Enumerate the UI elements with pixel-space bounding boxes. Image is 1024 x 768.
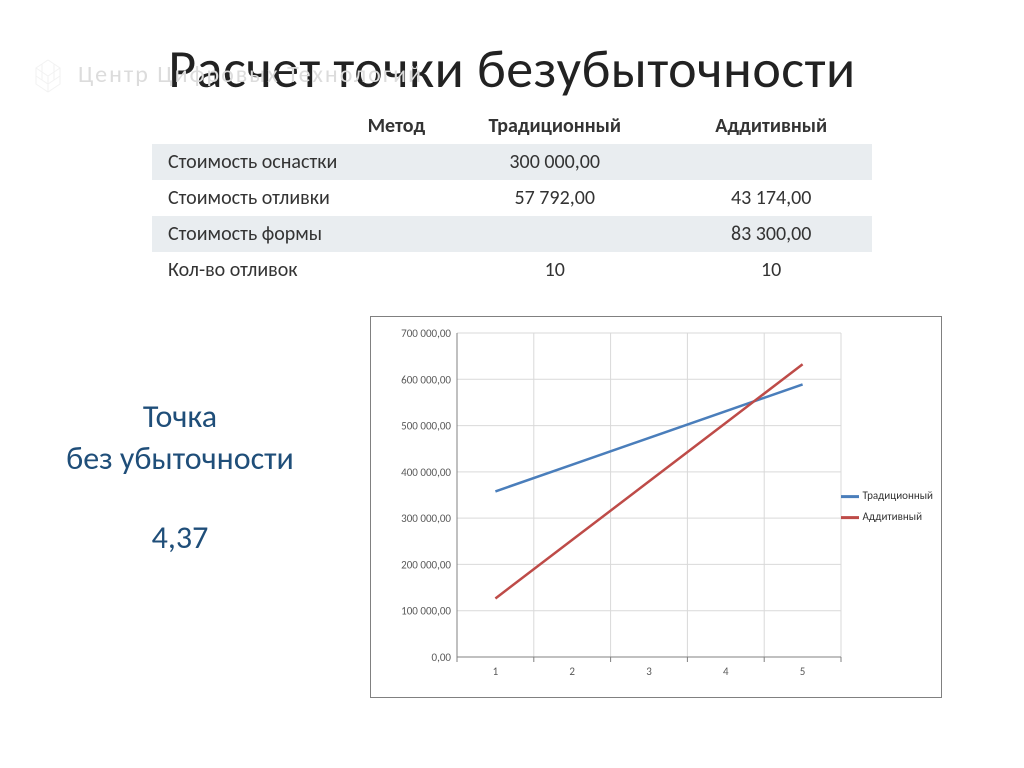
svg-text:0,00: 0,00 xyxy=(432,651,452,664)
svg-text:100 000,00: 100 000,00 xyxy=(401,605,451,618)
svg-text:3: 3 xyxy=(646,665,652,678)
cell-traditional: 300 000,00 xyxy=(439,144,670,180)
table-header-row: Метод Традиционный Аддитивный xyxy=(152,108,872,144)
row-label: Кол-во отливок xyxy=(152,252,439,288)
row-label: Стоимость формы xyxy=(152,216,439,252)
legend-swatch xyxy=(841,516,859,519)
chart-legend: ТрадиционныйАддитивный xyxy=(841,486,933,528)
cell-traditional: 10 xyxy=(439,252,670,288)
svg-text:4: 4 xyxy=(723,665,729,678)
cost-table: Метод Традиционный Аддитивный Стоимость … xyxy=(152,108,872,288)
legend-label: Аддитивный xyxy=(863,507,922,528)
row-label: Стоимость отливки xyxy=(152,180,439,216)
legend-item: Аддитивный xyxy=(841,507,933,528)
legend-label: Традиционный xyxy=(863,486,933,507)
page-title: Расчет точки безубыточности xyxy=(0,36,1024,102)
cell-additive: 10 xyxy=(670,252,872,288)
legend-item: Традиционный xyxy=(841,486,933,507)
breakeven-caption: Точка без убыточности 4,37 xyxy=(0,316,360,559)
svg-text:300 000,00: 300 000,00 xyxy=(401,512,451,525)
svg-text:700 000,00: 700 000,00 xyxy=(401,327,451,340)
line-chart: 0,00 100 000,00 200 000,00 300 000,00 400 00… xyxy=(370,316,942,698)
row-label: Стоимость оснастки xyxy=(152,144,439,180)
caption-line2: без убыточности xyxy=(0,438,360,480)
svg-text:1: 1 xyxy=(493,665,499,678)
svg-text:500 000,00: 500 000,00 xyxy=(401,420,451,433)
cell-additive: 43 174,00 xyxy=(670,180,872,216)
table-row: Кол-во отливок1010 xyxy=(152,252,872,288)
svg-text:200 000,00: 200 000,00 xyxy=(401,558,451,571)
breakeven-value: 4,37 xyxy=(0,517,360,559)
col-traditional: Традиционный xyxy=(439,108,670,144)
table-row: Стоимость оснастки300 000,00 xyxy=(152,144,872,180)
svg-text:600 000,00: 600 000,00 xyxy=(401,373,451,386)
col-method: Метод xyxy=(152,108,439,144)
legend-swatch xyxy=(841,495,859,498)
svg-text:2: 2 xyxy=(569,665,575,678)
cell-traditional xyxy=(439,216,670,252)
svg-text:5: 5 xyxy=(800,665,806,678)
table-row: Стоимость формы 83 300,00 xyxy=(152,216,872,252)
table-row: Стоимость отливки57 792,0043 174,00 xyxy=(152,180,872,216)
cell-additive xyxy=(670,144,872,180)
cell-additive: 83 300,00 xyxy=(670,216,872,252)
cell-traditional: 57 792,00 xyxy=(439,180,670,216)
svg-text:400 000,00: 400 000,00 xyxy=(401,466,451,479)
caption-line1: Точка xyxy=(0,396,360,438)
col-additive: Аддитивный xyxy=(670,108,872,144)
